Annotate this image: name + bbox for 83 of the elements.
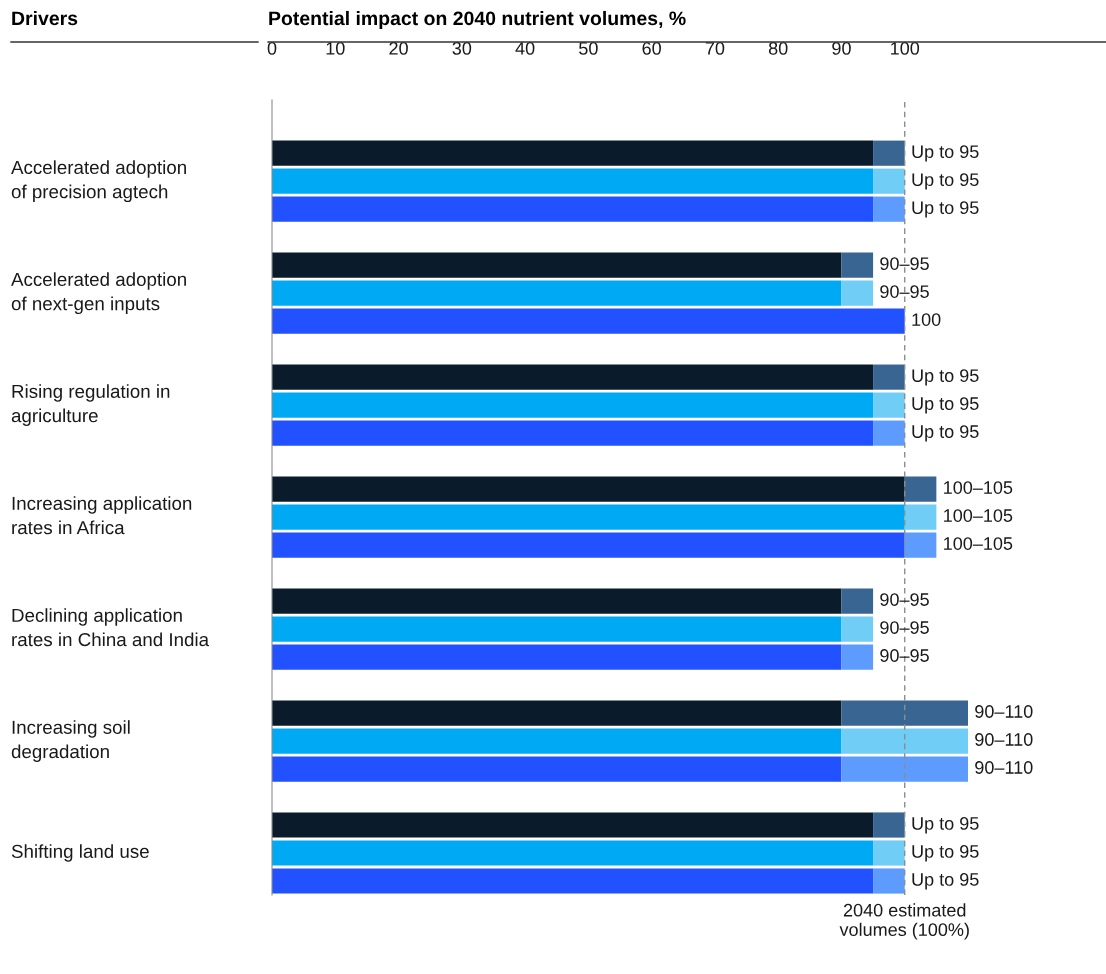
bar [272, 728, 842, 754]
data-label: Up to 95 [912, 201, 979, 218]
data-label: 90–95 [880, 621, 929, 634]
data-label: Up to 95 [912, 425, 979, 442]
data-label: Up to 95 [912, 817, 979, 834]
bar [873, 868, 905, 894]
y-tick-label: Shifting land use [11, 844, 149, 862]
x-tick-label: 100 [891, 41, 920, 55]
bar [873, 168, 905, 194]
y-tick-label: Increasing application rates in Africa [12, 496, 192, 535]
data-label: Up to 95 [912, 845, 979, 862]
data-label: Up to 95 [912, 173, 979, 190]
bar [272, 504, 905, 530]
x-tick-label: 60 [642, 41, 661, 55]
data-label: 90–95 [880, 257, 929, 271]
bar [272, 756, 842, 782]
bar [272, 140, 874, 166]
bar [904, 504, 937, 530]
bar [841, 728, 968, 754]
x-tick-label: 10 [326, 41, 345, 55]
data-label: 100–105 [944, 537, 1013, 550]
bar [904, 532, 937, 558]
bar [841, 756, 968, 782]
bar [841, 588, 874, 614]
x-tick-label: 80 [768, 41, 788, 55]
bar [272, 196, 874, 222]
data-label: 90–95 [880, 285, 929, 298]
data-label: 90–110 [975, 733, 1033, 746]
bar [873, 420, 905, 446]
y-tick-label: Increasing soil degradation [11, 720, 130, 762]
data-label: 90–95 [880, 649, 929, 662]
bar [272, 616, 842, 642]
bar [272, 532, 905, 558]
data-label: Up to 95 [912, 369, 979, 386]
bar [272, 476, 905, 502]
bar [272, 700, 842, 726]
x-tick-label: 70 [705, 41, 725, 55]
y-tick-label: Declining application rates in China and India [12, 608, 210, 647]
data-label: Up to 95 [912, 397, 979, 414]
x-tick-label: 90 [832, 41, 851, 55]
bar [272, 812, 874, 838]
ref-line-label: 2040 estimated volumes (100%) [839, 903, 969, 940]
bar [841, 644, 874, 670]
bar [873, 364, 905, 390]
bar [873, 196, 905, 222]
x-tick-label: 0 [267, 41, 277, 55]
bar [873, 840, 905, 866]
bar [272, 588, 842, 614]
chart-title: Potential impact on 2040 nutrient volumes, % [269, 10, 686, 30]
bar [272, 868, 874, 894]
data-label: Up to 95 [912, 873, 979, 890]
bar [873, 812, 905, 838]
data-label: Up to 95 [912, 145, 979, 162]
x-tick-label: 50 [579, 41, 598, 55]
bar [904, 476, 937, 502]
y-tick-label: Accelerated adoption of next-gen inputs [11, 272, 186, 315]
x-tick-label: 40 [515, 41, 535, 55]
data-label: 90–110 [975, 705, 1033, 718]
bar [873, 392, 905, 418]
bar [272, 392, 874, 418]
bar [272, 168, 874, 194]
bar [272, 308, 905, 334]
bar [841, 700, 968, 726]
bar [272, 364, 874, 390]
data-label: 90–110 [975, 761, 1033, 774]
bar [272, 280, 842, 306]
bar [272, 420, 874, 446]
bar [272, 840, 874, 866]
data-label: 100–105 [944, 509, 1013, 522]
data-label: 90–95 [880, 593, 929, 606]
bar [873, 140, 905, 166]
bar [841, 280, 874, 306]
bar [272, 644, 842, 670]
x-tick-label: 30 [452, 41, 472, 55]
y-tick-label: Accelerated adoption of precision agtech [11, 160, 186, 203]
y-tick-label: Rising regulation in agriculture [11, 384, 170, 426]
bar [272, 252, 842, 278]
bar [841, 616, 874, 642]
data-label: 100 [912, 313, 941, 326]
bar [841, 252, 874, 278]
y-axis-title: Drivers [12, 10, 78, 26]
x-tick-label: 20 [389, 41, 408, 55]
data-label: 100–105 [944, 481, 1013, 494]
